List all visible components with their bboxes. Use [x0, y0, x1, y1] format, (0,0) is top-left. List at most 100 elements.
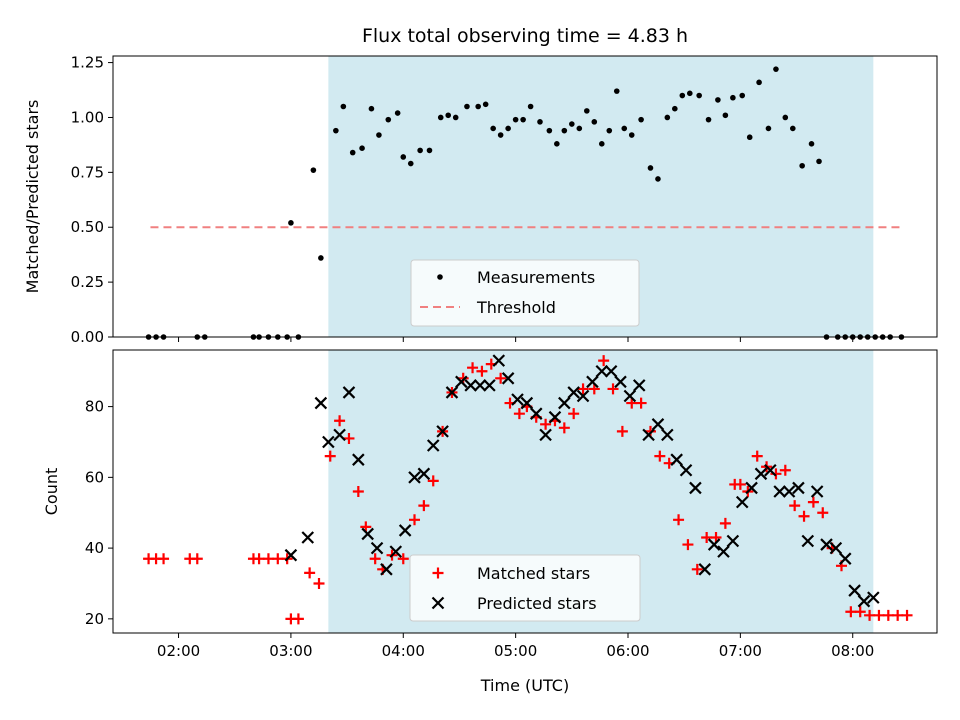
- legend-label: Threshold: [476, 298, 556, 317]
- matched-star-point: [635, 397, 647, 409]
- matched-star-point: [495, 372, 507, 384]
- x-tick-label: 06:00: [606, 642, 649, 660]
- bottom-y-ticks: 20 40 60 80: [85, 398, 113, 628]
- measurement-point: [696, 92, 702, 99]
- matched-star-point: [644, 425, 656, 437]
- matched-star-point: [568, 408, 580, 420]
- measurement-point: [359, 145, 365, 152]
- predicted-star-point: [370, 541, 384, 555]
- predicted-star-point: [352, 453, 365, 466]
- measurement-point: [537, 119, 543, 125]
- measurement-point: [679, 92, 686, 99]
- predicted-star-point: [642, 428, 655, 442]
- y-tick-label: 0.00: [71, 328, 104, 346]
- measurement-point: [310, 167, 317, 173]
- y-tick-label: 1.00: [71, 108, 104, 126]
- x-tick-label: 05:00: [494, 642, 537, 660]
- measurement-points: [145, 66, 905, 340]
- bottom-plot-frame: [112, 349, 938, 634]
- predicted-star-point: [445, 386, 459, 399]
- matched-star-point: [397, 553, 409, 565]
- legend-label: Predicted stars: [477, 594, 597, 613]
- matched-star-point: [558, 422, 570, 434]
- matched-star-point: [253, 553, 265, 565]
- x-tick-label: 08:00: [831, 642, 874, 660]
- predicted-star-point: [455, 375, 468, 389]
- y-tick-label: 1.25: [71, 54, 104, 72]
- predicted-star-point: [284, 548, 298, 562]
- y-tick-label: 40: [85, 539, 104, 557]
- legend-label: Measurements: [477, 268, 595, 287]
- predicted-star-point: [436, 425, 449, 438]
- matched-star-point: [892, 609, 904, 621]
- measurement-point: [288, 220, 294, 226]
- predicted-star-point: [773, 485, 786, 498]
- predicted-star-point: [408, 471, 421, 484]
- measurement-point: [407, 160, 414, 167]
- measurement-point: [376, 132, 382, 138]
- measurement-point: [790, 125, 796, 132]
- predicted-star-point: [810, 485, 824, 498]
- measurement-point: [613, 88, 620, 94]
- matched-star-point: [654, 450, 666, 462]
- measurement-point: [437, 114, 444, 121]
- predicted-star-point: [726, 534, 740, 548]
- matched-star-point: [272, 553, 284, 565]
- legend-marker-plus: [432, 567, 444, 579]
- predicted-star-point: [389, 545, 403, 558]
- y-tick-label: 20: [85, 610, 104, 628]
- top-plot-frame: [112, 55, 938, 338]
- predicted-star-point: [689, 481, 702, 495]
- matched-star-point: [457, 372, 469, 384]
- measurement-point: [546, 127, 553, 134]
- matched-star-point: [817, 507, 829, 519]
- matched-stars-points: [143, 355, 913, 625]
- measurement-point: [340, 103, 347, 110]
- top-y-ticks: 0.00 0.25 0.50 0.75 1.00 1.25: [71, 54, 113, 346]
- x-tick-label: 02:00: [157, 642, 200, 660]
- matched-star-point: [292, 613, 304, 625]
- predicted-star-point: [492, 354, 506, 367]
- matched-star-point: [343, 432, 355, 444]
- measurement-point: [426, 147, 433, 154]
- measurement-point: [417, 147, 423, 154]
- measurement-point: [746, 134, 753, 141]
- y-tick-label: 80: [85, 398, 104, 416]
- predicted-star-point: [548, 410, 562, 424]
- measurement-point: [672, 105, 678, 112]
- measurement-point: [520, 116, 526, 123]
- predicted-star-point: [398, 524, 412, 537]
- matched-star-point: [513, 408, 525, 420]
- measurement-point: [368, 105, 375, 112]
- matched-star-point: [751, 450, 763, 462]
- measurement-point: [385, 116, 392, 123]
- predicted-star-point: [539, 428, 552, 442]
- measurement-point: [655, 176, 661, 182]
- legend-box: [410, 259, 640, 327]
- matched-star-point: [427, 475, 439, 487]
- predicted-star-point: [314, 396, 328, 410]
- measurement-point: [527, 103, 534, 110]
- predicted-star-point: [473, 379, 487, 392]
- predicted-star-point: [632, 379, 646, 392]
- measurement-point: [638, 116, 644, 123]
- measurement-point: [505, 125, 511, 132]
- measurement-point: [647, 165, 654, 171]
- measurement-point: [782, 114, 789, 121]
- measurement-point: [561, 127, 568, 134]
- measurement-point: [808, 141, 815, 147]
- predicted-star-point: [558, 396, 571, 410]
- measurement-point: [598, 141, 605, 147]
- predicted-star-point: [361, 527, 374, 541]
- bottom-legend: Matched stars Predicted stars: [409, 554, 641, 622]
- matched-star-point: [882, 609, 894, 621]
- predicted-star-point: [857, 594, 871, 608]
- measurement-point: [394, 110, 401, 116]
- matched-star-point: [864, 609, 876, 621]
- predicted-star-point: [576, 389, 590, 403]
- predicted-star-point: [782, 485, 796, 498]
- bottom-y-axis-label: Count: [42, 468, 61, 516]
- predicted-star-point: [333, 428, 346, 442]
- matched-star-point: [158, 553, 170, 565]
